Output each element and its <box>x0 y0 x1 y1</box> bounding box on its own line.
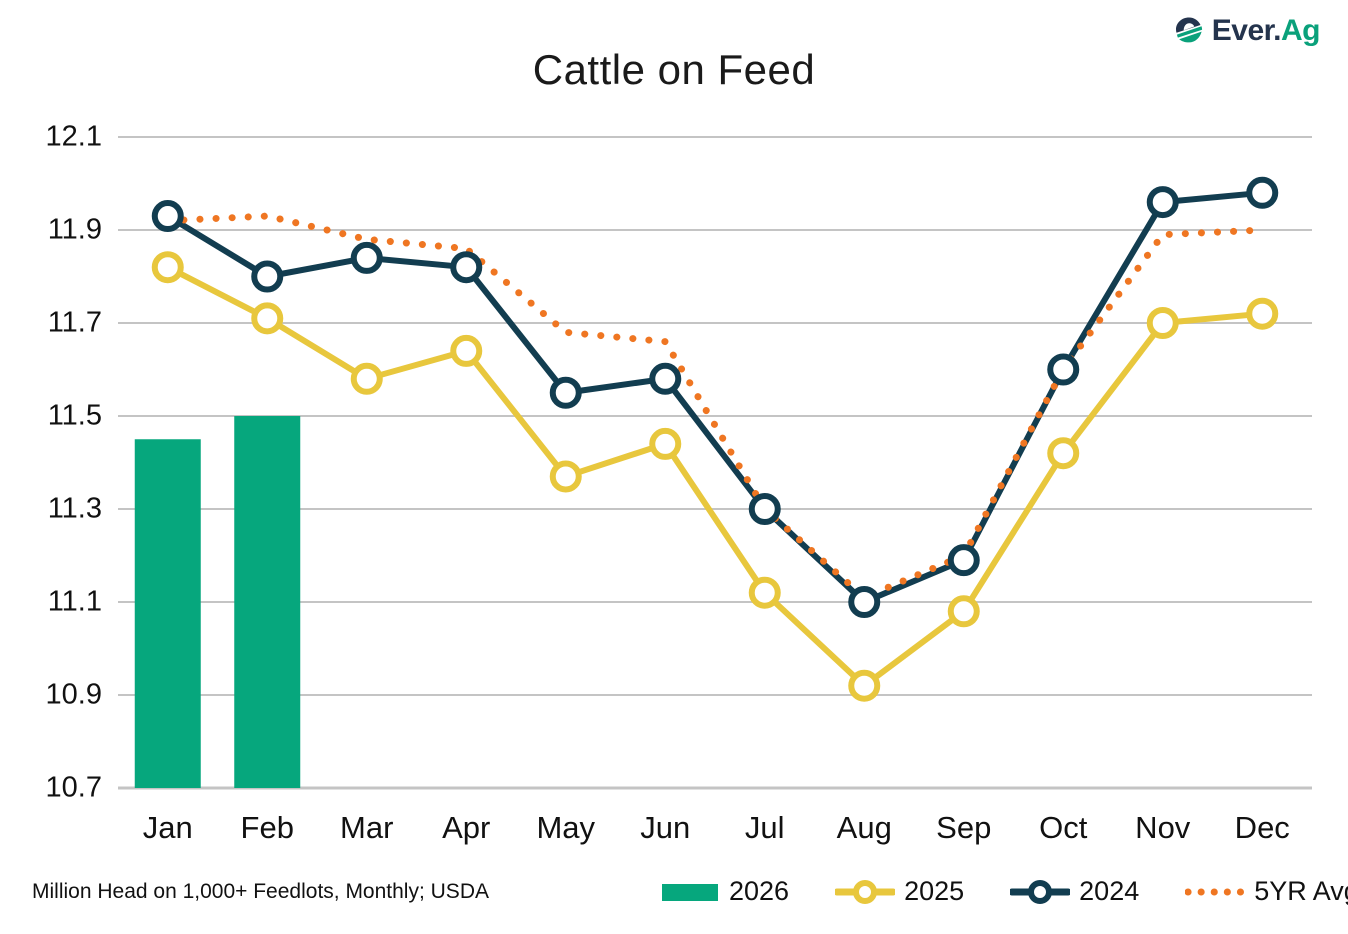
x-axis-tick-label-feb: Feb <box>240 810 294 845</box>
data-point-2024-jul <box>748 493 781 525</box>
y-axis-tick-label: 11.9 <box>47 213 102 246</box>
data-point-2025-jul <box>748 576 781 609</box>
data-point-2024-dec <box>1246 176 1279 209</box>
bar-series-2026 <box>134 416 301 788</box>
data-point-2025-aug <box>848 669 881 702</box>
data-point-2024-feb <box>251 260 284 293</box>
data-point-2024-may <box>549 376 582 409</box>
data-point-2025-nov <box>1146 307 1179 339</box>
data-point-2024-aug <box>848 586 881 618</box>
data-point-2024-jan <box>151 200 184 233</box>
data-point-2025-jun <box>649 427 682 460</box>
y-axis: 10.7 10.9 11.1 11.3 11.5 11.7 11.9 12.1 <box>10 0 102 934</box>
y-axis-tick-label: 11.3 <box>47 492 102 525</box>
data-point-2025-mar <box>350 362 383 395</box>
page-title: Cattle on Feed <box>532 46 816 93</box>
ever-ag-e-swoosh-icon <box>1175 17 1202 43</box>
y-axis-tick-label: 11.1 <box>47 585 102 618</box>
gridlines <box>118 136 1312 790</box>
data-point-2024-nov <box>1146 186 1179 219</box>
x-axis: Jan Feb Mar Apr May Jun Jul Aug Sep Oct Nov Dec <box>0 810 1348 856</box>
data-point-2024-apr <box>450 251 483 284</box>
line-2024 <box>164 189 1266 605</box>
bar-jan-2026 <box>134 439 201 788</box>
data-point-2025-sep <box>947 595 980 628</box>
data-point-2025-jan <box>151 251 184 284</box>
legend-item-2025[interactable]: 2025 <box>835 876 964 907</box>
legend-swatch-2024-icon <box>1010 879 1071 904</box>
line-2025 <box>164 264 1266 689</box>
chart-source-note: Million Head on 1,000+ Feedlots, Monthly… <box>32 880 489 903</box>
x-axis-tick-label-apr: Apr <box>442 810 491 845</box>
x-axis-tick-label-jul: Jul <box>744 810 785 845</box>
x-axis-tick-label-may: May <box>536 810 596 845</box>
y-axis-tick-label: 10.9 <box>45 678 102 711</box>
chart-legend: 2026 2025 2024 5YR Avg <box>660 876 1348 907</box>
legend-label: 5YR Avg <box>1254 876 1348 906</box>
y-axis-tick-label: 11.7 <box>47 306 102 339</box>
y-axis-tick-label: 11.5 <box>47 399 102 432</box>
data-point-2024-sep <box>947 544 980 577</box>
legend-item-2024[interactable]: 2024 <box>1010 876 1139 907</box>
data-point-2025-apr <box>450 334 483 367</box>
line-5yr-avg <box>164 212 1266 601</box>
y-axis-tick-label: 12.1 <box>45 120 102 153</box>
x-axis-tick-label-sep: Sep <box>936 810 992 845</box>
x-axis-tick-label-jun: Jun <box>640 810 691 845</box>
line-series-group <box>164 189 1266 689</box>
legend-label: 2026 <box>729 876 790 906</box>
legend-swatch-5yr-avg-icon <box>1185 888 1246 895</box>
logo-wordmark: Ever.Ag <box>1211 14 1321 47</box>
x-axis-tick-label-oct: Oct <box>1039 810 1088 845</box>
x-axis-tick-label-aug: Aug <box>836 810 892 845</box>
data-point-2024-mar <box>350 241 383 274</box>
y-axis-tick-label: 10.7 <box>45 771 102 804</box>
logo-word-ag: Ag <box>1281 14 1321 47</box>
x-axis-tick-label-mar: Mar <box>340 810 394 845</box>
bar-feb-2026 <box>234 416 301 788</box>
x-axis-tick-label-dec: Dec <box>1234 810 1290 845</box>
data-point-2024-jun <box>649 362 682 395</box>
x-axis-tick-label-nov: Nov <box>1135 810 1191 845</box>
legend-item-2026[interactable]: 2026 <box>660 876 789 907</box>
ever-ag-logo: Ever.Ag <box>1172 14 1321 48</box>
marker-group <box>151 176 1279 702</box>
legend-item-5yr-avg[interactable]: 5YR Avg <box>1185 876 1348 907</box>
data-point-2025-oct <box>1047 437 1080 470</box>
logo-word-ever: Ever. <box>1211 14 1282 47</box>
x-axis-tick-label-jan: Jan <box>142 810 193 845</box>
data-point-2025-may <box>549 460 582 493</box>
legend-swatch-2026-icon <box>662 883 718 901</box>
data-point-2025-dec <box>1246 297 1279 330</box>
data-point-2024-oct <box>1047 353 1080 386</box>
legend-swatch-2025-icon <box>835 879 896 904</box>
data-point-2025-feb <box>251 302 284 335</box>
legend-label: 2024 <box>1079 876 1140 906</box>
legend-label: 2025 <box>904 876 965 906</box>
